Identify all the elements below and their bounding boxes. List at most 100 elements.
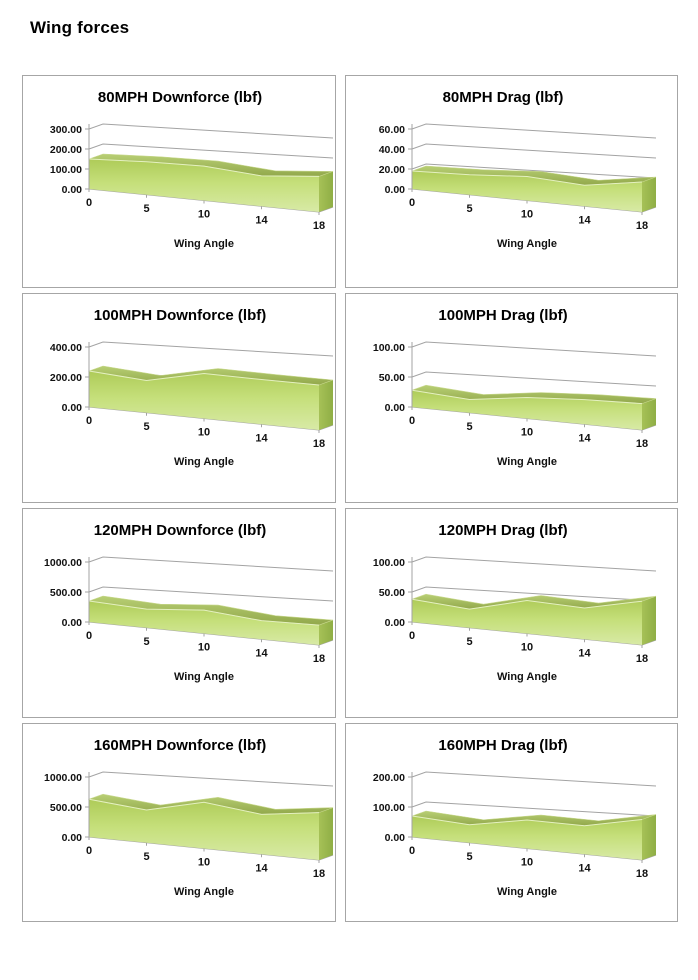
y-tick-label: 0.00 xyxy=(62,184,83,196)
x-tick-label: 18 xyxy=(636,438,648,450)
y-tick-label: 500.00 xyxy=(50,587,82,599)
y-tick-label: 1000.00 xyxy=(44,772,82,784)
x-tick-label: 0 xyxy=(409,845,415,857)
x-axis-title: Wing Angle xyxy=(174,456,234,468)
x-axis-title: Wing Angle xyxy=(497,671,557,683)
x-tick-label: 5 xyxy=(143,636,149,648)
page-title: Wing forces xyxy=(30,18,130,37)
y-tick-label: 200.00 xyxy=(50,144,82,156)
chart-title: 100MPH Drag (lbf) xyxy=(438,307,567,324)
area-front-face xyxy=(412,171,642,212)
x-tick-label: 5 xyxy=(466,421,472,433)
x-tick-label: 5 xyxy=(466,851,472,863)
chart-panel: 0.00 100.00 200.00 300.00 0 5 10 14 18 Wing Angle… xyxy=(22,75,336,288)
area-top-highlight xyxy=(88,370,320,386)
y-tick-label: 100.00 xyxy=(373,342,405,354)
x-tick-label: 14 xyxy=(578,432,591,444)
x-tick-label: 10 xyxy=(521,209,533,221)
chart-title: 80MPH Drag (lbf) xyxy=(443,89,564,106)
y-tick-label: 300.00 xyxy=(50,124,82,136)
y-tick-label: 0.00 xyxy=(385,617,406,629)
area-top-highlight xyxy=(411,598,643,610)
charts-grid: 0.00 100.00 200.00 300.00 0 5 10 14 18 Wing Angle… xyxy=(22,75,678,922)
area-top-highlight xyxy=(411,170,643,186)
gridline xyxy=(88,123,334,139)
gridline xyxy=(88,143,334,159)
gridline xyxy=(88,586,334,602)
x-tick-label: 18 xyxy=(636,220,648,232)
area-side-face xyxy=(642,398,656,430)
gridline xyxy=(411,143,657,159)
area-side-face xyxy=(642,177,656,212)
y-tick-label: 100.00 xyxy=(373,802,405,814)
y-tick-label: 100.00 xyxy=(50,164,82,176)
x-tick-label: 0 xyxy=(86,197,92,209)
y-tick-label: 50.00 xyxy=(379,372,405,384)
x-tick-label: 0 xyxy=(86,845,92,857)
x-tick-label: 14 xyxy=(578,214,591,226)
x-tick-label: 14 xyxy=(255,214,268,226)
y-tick-label: 0.00 xyxy=(62,402,83,414)
chart-panel: 0.00 200.00 400.00 0 5 10 14 18 Wing Angle 100MPH… xyxy=(22,293,336,503)
y-tick-label: 0.00 xyxy=(62,617,83,629)
x-tick-label: 5 xyxy=(143,851,149,863)
gridline xyxy=(411,123,657,139)
x-tick-label: 14 xyxy=(255,862,268,874)
y-tick-label: 0.00 xyxy=(385,832,406,844)
area-chart-canvas: 0.00 100.00 200.00 300.00 0 5 10 14 18 Wing Angle… xyxy=(50,89,334,250)
x-tick-label: 5 xyxy=(466,203,472,215)
x-tick-label: 10 xyxy=(521,642,533,654)
area-side-face xyxy=(319,171,333,212)
x-tick-label: 0 xyxy=(409,415,415,427)
chart-panel: 0.00 50.00 100.00 0 5 10 14 18 Wing Angle 100MPH … xyxy=(345,293,678,503)
area-top-highlight xyxy=(88,600,320,626)
area-front-face xyxy=(412,599,642,645)
area-chart-canvas: 0.00 500.00 1000.00 0 5 10 14 18 Wing Angle 120MP… xyxy=(44,522,334,683)
x-tick-label: 14 xyxy=(578,647,591,659)
chart-panel: 0.00 500.00 1000.00 0 5 10 14 18 Wing Angle 120MP… xyxy=(22,508,336,718)
y-tick-label: 0.00 xyxy=(385,402,406,414)
x-tick-label: 0 xyxy=(86,630,92,642)
area-front-face xyxy=(89,159,319,212)
area-chart-canvas: 0.00 50.00 100.00 0 5 10 14 18 Wing Angle 100MPH … xyxy=(373,307,657,468)
y-tick-label: 50.00 xyxy=(379,587,405,599)
area-side-face xyxy=(319,620,333,645)
area-top-highlight xyxy=(88,798,320,815)
x-tick-label: 5 xyxy=(143,203,149,215)
area-side-face xyxy=(642,814,656,860)
area-chart-canvas: 0.00 200.00 400.00 0 5 10 14 18 Wing Angle 100MPH… xyxy=(50,307,334,468)
y-tick-label: 0.00 xyxy=(62,832,83,844)
gridline xyxy=(411,801,657,817)
x-tick-label: 10 xyxy=(198,642,210,654)
area-front-face xyxy=(412,816,642,860)
x-tick-label: 0 xyxy=(86,415,92,427)
area-top-highlight xyxy=(411,815,643,827)
area-front-face xyxy=(89,601,319,645)
y-tick-label: 1000.00 xyxy=(44,557,82,569)
x-axis-title: Wing Angle xyxy=(174,238,234,250)
area-chart-canvas: 0.00 500.00 1000.00 0 5 10 14 18 Wing Angle 160MP… xyxy=(44,737,334,898)
x-tick-label: 0 xyxy=(409,197,415,209)
area-side-face xyxy=(642,596,656,645)
area-side-face xyxy=(319,807,333,860)
y-tick-label: 500.00 xyxy=(50,802,82,814)
x-tick-label: 10 xyxy=(198,857,210,869)
chart-panel: 0.00 50.00 100.00 0 5 10 14 18 Wing Angle 120MPH … xyxy=(345,508,678,718)
area-top-highlight xyxy=(411,389,643,405)
x-tick-label: 18 xyxy=(636,653,648,665)
gridline xyxy=(411,163,657,179)
chart-title: 160MPH Downforce (lbf) xyxy=(94,737,267,754)
x-axis-title: Wing Angle xyxy=(497,238,557,250)
y-tick-label: 20.00 xyxy=(379,164,405,176)
x-tick-label: 14 xyxy=(255,647,268,659)
gridline xyxy=(88,771,334,787)
x-tick-label: 10 xyxy=(198,427,210,439)
x-axis-title: Wing Angle xyxy=(174,671,234,683)
x-tick-label: 18 xyxy=(313,868,325,880)
x-tick-label: 5 xyxy=(466,636,472,648)
y-tick-label: 0.00 xyxy=(385,184,406,196)
y-tick-label: 100.00 xyxy=(373,557,405,569)
area-top-highlight xyxy=(88,158,320,177)
gridline xyxy=(411,341,657,357)
x-tick-label: 10 xyxy=(198,209,210,221)
